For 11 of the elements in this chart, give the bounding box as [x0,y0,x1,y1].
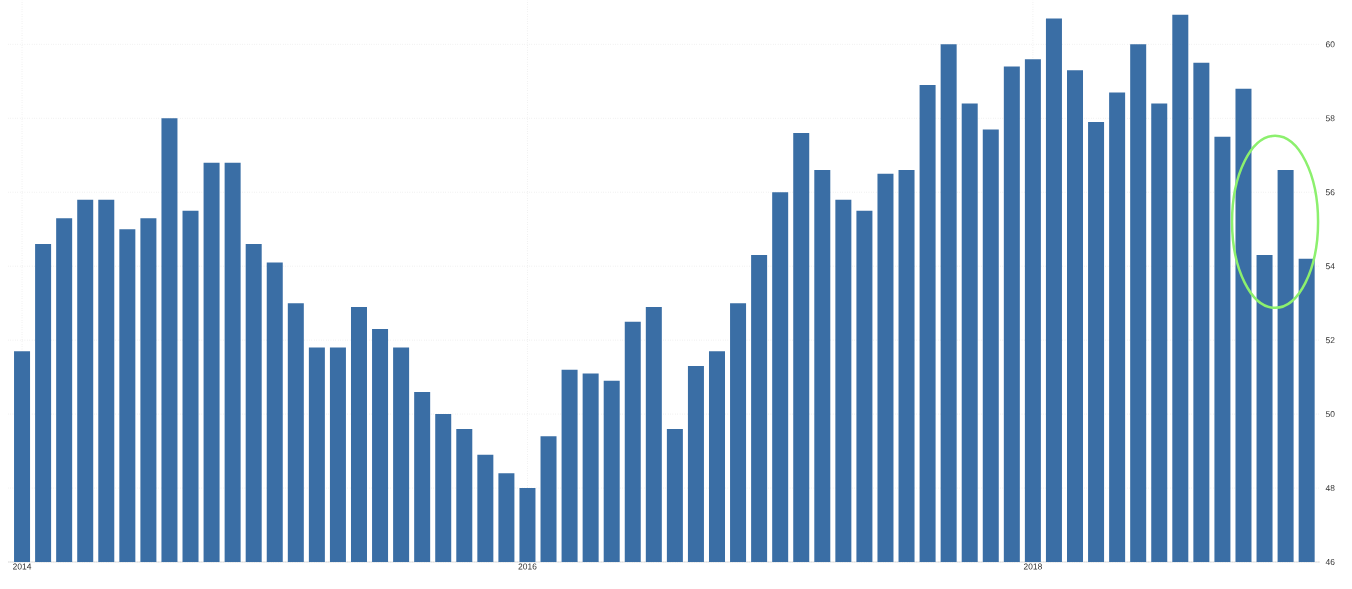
y-tick-label: 56 [1325,189,1335,196]
y-tick-label: 60 [1325,41,1335,48]
x-tick-label: 2018 [1023,563,1042,570]
y-tick-label: 50 [1325,411,1335,418]
y-tick-label: 48 [1325,485,1335,492]
y-tick-label: 58 [1325,115,1335,122]
x-tick-label: 2014 [13,563,32,570]
y-tick-label: 52 [1325,337,1335,344]
y-tick-label: 46 [1325,559,1335,565]
y-tick-label: 54 [1325,263,1335,270]
x-tick-label: 2016 [518,563,537,570]
